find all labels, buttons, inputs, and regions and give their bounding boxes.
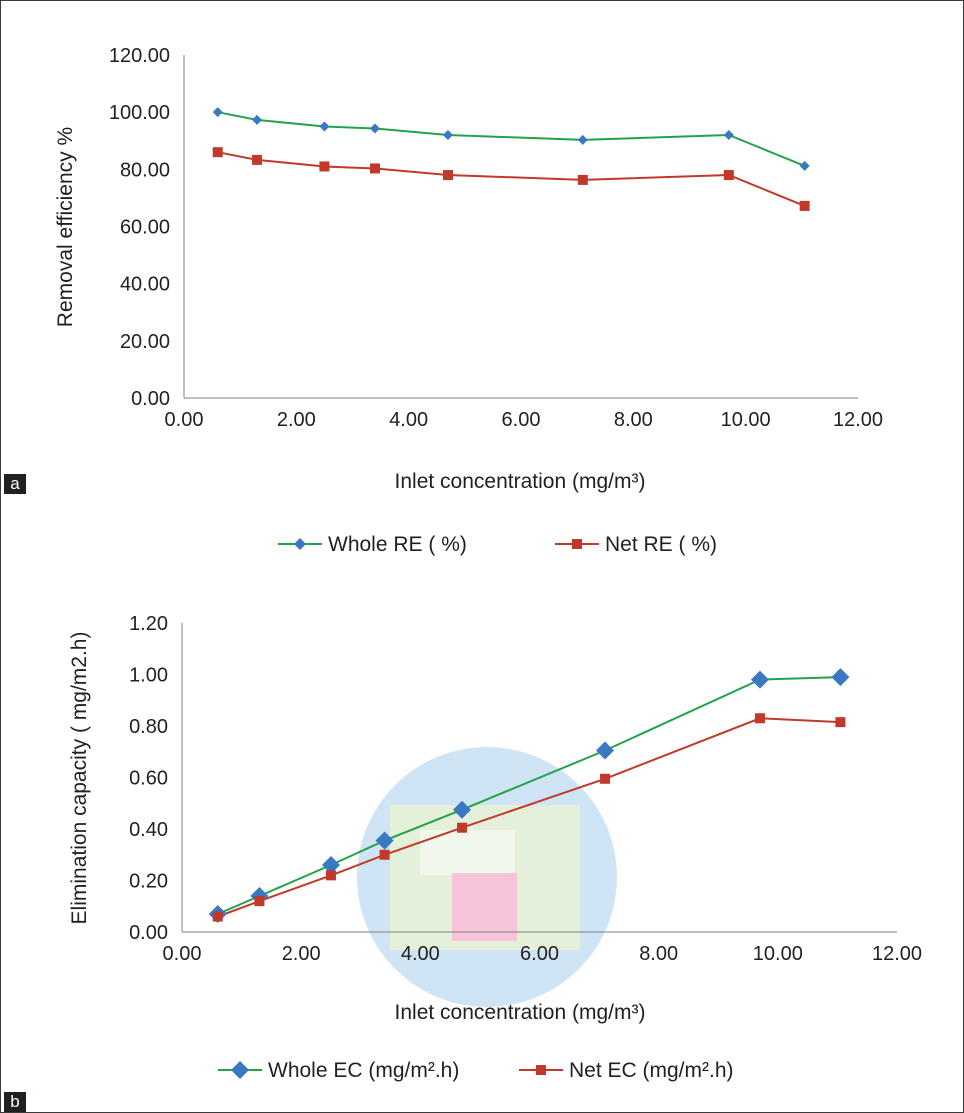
- legend-marker-whole-re: [294, 538, 306, 550]
- x-tick-labels: 0.00 2.00 4.00 6.00 8.00 10.00 12.00: [163, 943, 923, 965]
- x-tick-label: 0.00: [163, 943, 202, 965]
- x-axis-title: Inlet concentration (mg/m³): [395, 470, 646, 493]
- y-tick-label: 100.00: [109, 102, 170, 124]
- data-point-whole: [724, 130, 734, 140]
- legend-label-whole-re: Whole RE ( %): [328, 533, 467, 556]
- x-tick-label: 8.00: [639, 943, 678, 965]
- data-point-whole: [370, 123, 380, 133]
- x-tick-label: 10.00: [753, 943, 803, 965]
- chart-panel-a: 0.00 20.00 40.00 60.00 80.00 100.00 120.…: [54, 45, 883, 556]
- data-point-net: [254, 896, 264, 906]
- data-point-net: [578, 175, 588, 185]
- data-point-whole: [443, 130, 453, 140]
- data-point-whole: [213, 107, 223, 117]
- x-tick-label: 12.00: [872, 943, 922, 965]
- background-overlay-blob: [357, 747, 617, 1007]
- y-tick-label: 1.20: [129, 613, 168, 635]
- x-tick-label: 4.00: [389, 409, 428, 431]
- panel-label-a: a: [10, 474, 20, 493]
- y-tick-label: 1.00: [129, 665, 168, 687]
- data-point-net: [835, 717, 845, 727]
- data-point-net: [457, 823, 467, 833]
- x-tick-label: 10.00: [721, 409, 771, 431]
- data-point-whole: [596, 741, 614, 759]
- x-tick-label: 0.00: [165, 409, 204, 431]
- data-point-net: [326, 870, 336, 880]
- y-tick-label: 0.00: [131, 388, 170, 410]
- series-line-whole: [218, 112, 805, 166]
- data-point-whole: [831, 668, 849, 686]
- x-tick-labels: 0.00 2.00 4.00 6.00 8.00 10.00 12.00: [165, 409, 884, 431]
- series-layer: [213, 107, 810, 211]
- legend: Whole EC (mg/m².h) Net EC (mg/m².h): [218, 1059, 734, 1082]
- x-axis-title: Inlet concentration (mg/m³): [395, 1001, 646, 1024]
- data-point-net: [213, 912, 223, 922]
- data-point-net: [213, 147, 223, 157]
- data-point-whole: [578, 135, 588, 145]
- data-point-net: [370, 163, 380, 173]
- data-point-net: [800, 201, 810, 211]
- data-point-net: [380, 850, 390, 860]
- data-point-net: [600, 774, 610, 784]
- x-tick-label: 8.00: [614, 409, 653, 431]
- y-axis-title: Removal efficiency %: [54, 127, 77, 327]
- legend-marker-whole-ec: [231, 1061, 249, 1079]
- y-tick-label: 60.00: [120, 217, 170, 239]
- y-tick-label: 0.80: [129, 716, 168, 738]
- y-tick-label: 0.20: [129, 871, 168, 893]
- x-tick-label: 2.00: [277, 409, 316, 431]
- data-point-whole: [319, 121, 329, 131]
- y-tick-label: 120.00: [109, 45, 170, 67]
- series-line-net: [218, 152, 805, 206]
- data-point-whole: [751, 671, 769, 689]
- x-tick-label: 4.00: [401, 943, 440, 965]
- data-point-whole: [800, 161, 810, 171]
- y-tick-label: 0.40: [129, 819, 168, 841]
- x-tick-label: 6.00: [502, 409, 541, 431]
- legend-marker-net-re: [572, 539, 582, 549]
- legend-label-net-re: Net RE ( %): [605, 533, 717, 556]
- y-tick-label: 20.00: [120, 331, 170, 353]
- legend-label-whole-ec: Whole EC (mg/m².h): [268, 1059, 459, 1082]
- y-tick-labels: 0.00 20.00 40.00 60.00 80.00 100.00 120.…: [109, 45, 170, 410]
- x-tick-label: 12.00: [833, 409, 883, 431]
- y-tick-label: 80.00: [120, 159, 170, 181]
- y-tick-label: 40.00: [120, 274, 170, 296]
- legend-marker-net-ec: [536, 1065, 546, 1075]
- legend: Whole RE ( %) Net RE ( %): [278, 533, 717, 556]
- x-tick-label: 2.00: [282, 943, 321, 965]
- panel-label-b: b: [10, 1092, 19, 1111]
- y-axis-title: Elimination capacity ( mg/m2.h): [68, 632, 91, 925]
- data-point-whole: [252, 115, 262, 125]
- x-tick-label: 6.00: [520, 943, 559, 965]
- data-point-net: [755, 713, 765, 723]
- y-tick-label: 0.00: [129, 922, 168, 944]
- overlay-pink-patch: [452, 873, 517, 941]
- y-tick-labels: 0.00 0.20 0.40 0.60 0.80 1.00 1.20: [129, 613, 168, 944]
- data-point-net: [252, 155, 262, 165]
- y-tick-label: 0.60: [129, 768, 168, 790]
- data-point-net: [443, 170, 453, 180]
- legend-label-net-ec: Net EC (mg/m².h): [569, 1059, 734, 1082]
- data-point-net: [319, 161, 329, 171]
- data-point-net: [724, 170, 734, 180]
